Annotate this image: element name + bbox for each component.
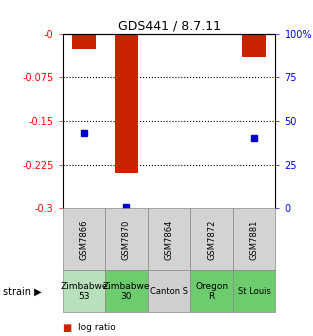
Text: GSM7872: GSM7872 — [207, 219, 216, 260]
Text: Zimbabwe
53: Zimbabwe 53 — [60, 282, 108, 301]
Bar — [72, 34, 95, 49]
Bar — [243, 34, 266, 57]
Text: St Louis: St Louis — [238, 287, 271, 296]
Text: GSM7870: GSM7870 — [122, 219, 131, 260]
Text: GSM7866: GSM7866 — [80, 219, 88, 260]
Text: Zimbabwe
30: Zimbabwe 30 — [103, 282, 150, 301]
Text: GSM7864: GSM7864 — [165, 219, 173, 260]
Text: log ratio: log ratio — [78, 323, 116, 332]
Text: Canton S: Canton S — [150, 287, 188, 296]
Text: ■: ■ — [63, 323, 72, 333]
Title: GDS441 / 8.7.11: GDS441 / 8.7.11 — [117, 19, 221, 33]
Bar — [115, 34, 138, 173]
Text: GSM7881: GSM7881 — [250, 219, 259, 260]
Text: Oregon
R: Oregon R — [195, 282, 228, 301]
Text: strain ▶: strain ▶ — [3, 287, 42, 296]
